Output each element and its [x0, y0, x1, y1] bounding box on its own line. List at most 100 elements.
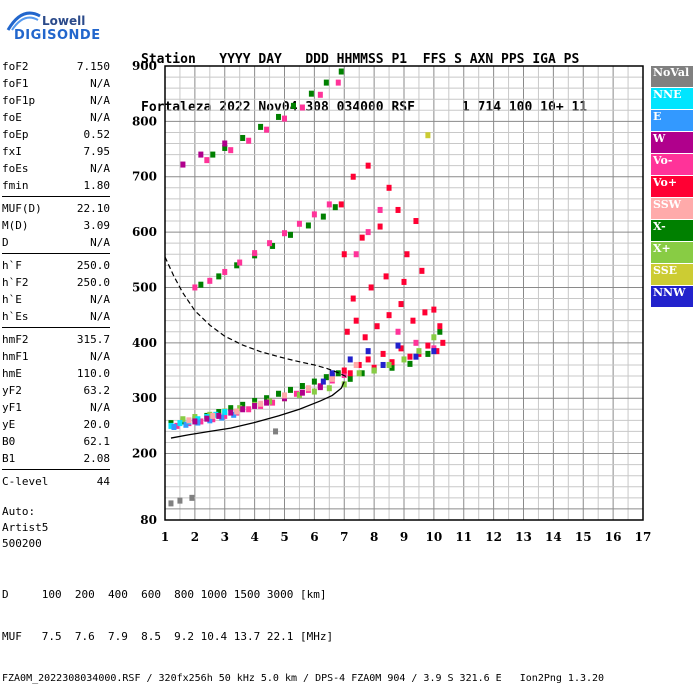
- data-point-vominus: [335, 79, 341, 86]
- param-value: N/A: [90, 310, 110, 323]
- data-point-xminus: [258, 123, 264, 130]
- data-point-nne: [222, 409, 228, 416]
- data-point-vominus: [353, 251, 359, 258]
- data-point-vominus: [341, 371, 347, 378]
- footer-file-info: FZA0M_2022308034000.RSF / 320fx256h 50 k…: [2, 673, 605, 684]
- param-row: hmF1 N/A: [2, 348, 110, 365]
- data-point-nnw: [413, 353, 419, 360]
- data-point-voplus: [425, 342, 431, 349]
- data-point-xminus: [437, 328, 443, 335]
- param-value: 315.7: [76, 333, 110, 346]
- y-tick-label: 800: [132, 114, 157, 128]
- data-point-xminus: [252, 397, 258, 404]
- param-value: 250.0: [76, 276, 110, 289]
- data-point-vominus: [204, 157, 210, 164]
- param-name: D: [2, 236, 9, 249]
- param-name: C-level: [2, 475, 49, 488]
- param-row: C-level 44: [2, 473, 110, 490]
- param-name: hmF1: [2, 350, 29, 363]
- data-point-vominus: [174, 422, 180, 429]
- x-tick-label: 1: [161, 530, 169, 544]
- x-tick-label: 13: [515, 530, 532, 544]
- x-tick-label: 17: [635, 530, 652, 544]
- data-point-nnw: [395, 342, 401, 349]
- param-separator: [2, 327, 110, 328]
- y-tick-label: 700: [132, 170, 157, 184]
- data-point-ssw: [258, 400, 264, 407]
- data-point-vominus: [377, 206, 383, 213]
- data-point-vominus: [296, 220, 302, 227]
- data-point-xminus: [264, 395, 270, 402]
- param-name: yE: [2, 418, 16, 431]
- legend-item-e: E: [651, 110, 693, 131]
- legend-item-voplus: Vo+: [651, 176, 693, 197]
- data-point-voplus: [338, 201, 344, 208]
- param-value: 2.08: [83, 452, 111, 465]
- data-point-xminus: [407, 360, 413, 367]
- data-point-voplus: [347, 370, 353, 377]
- auto-line3: 500200: [2, 537, 42, 550]
- legend-item-vominus: Vo-: [651, 154, 693, 175]
- data-point-vominus: [228, 147, 234, 154]
- logo-arc-icon: [6, 11, 41, 31]
- param-row: foF1p N/A: [2, 92, 110, 109]
- data-point-w: [228, 409, 234, 416]
- data-point-voplus: [401, 278, 407, 285]
- data-point-voplus: [359, 234, 365, 241]
- data-point-vominus: [222, 268, 228, 275]
- param-value: 1.80: [83, 179, 111, 192]
- data-point-nnw: [380, 361, 386, 368]
- data-point-voplus: [395, 206, 401, 213]
- data-point-xplus: [341, 381, 347, 388]
- param-name: yF2: [2, 384, 22, 397]
- param-value: 22.10: [76, 202, 110, 215]
- param-name: foEs: [2, 162, 29, 175]
- data-point-xminus: [323, 79, 329, 86]
- param-value: 7.95: [83, 145, 111, 158]
- data-point-ssw: [210, 412, 216, 419]
- data-point-voplus: [368, 284, 374, 291]
- param-value: N/A: [90, 401, 110, 414]
- data-point-xminus: [228, 405, 234, 412]
- data-point-xminus: [290, 102, 296, 109]
- data-point-ssw: [234, 408, 240, 415]
- data-point-xplus: [311, 388, 317, 395]
- param-name: h`F: [2, 259, 22, 272]
- data-point-voplus: [440, 339, 446, 346]
- data-point-e: [231, 411, 237, 418]
- auto-line1: Auto:: [2, 505, 36, 518]
- param-row: MUF(D) 22.10: [2, 200, 110, 217]
- data-point-w: [317, 384, 323, 391]
- x-tick-label: 12: [485, 530, 502, 544]
- data-point-xminus: [320, 213, 326, 220]
- param-separator: [2, 196, 110, 197]
- data-point-xminus: [240, 401, 246, 408]
- x-tick-label: 9: [400, 530, 408, 544]
- data-point-vominus: [311, 211, 317, 218]
- header-labels: Station YYYY DAY DDD HHMMSS P1 FFS S AXN…: [141, 52, 580, 67]
- data-point-noval: [273, 428, 279, 435]
- data-point-xminus: [308, 90, 314, 97]
- data-point-w: [180, 161, 186, 168]
- param-value: 62.1: [83, 435, 111, 448]
- data-point-vominus: [207, 277, 213, 284]
- param-row: M(D) 3.09: [2, 217, 110, 234]
- data-point-w: [222, 140, 228, 147]
- param-value: N/A: [90, 293, 110, 306]
- param-row: yE 20.0: [2, 416, 110, 433]
- footer-distance-row: D 100 200 400 600 800 1000 1500 3000 [km…: [2, 588, 327, 601]
- x-tick-label: 7: [340, 530, 348, 544]
- param-name: B0: [2, 435, 16, 448]
- x-tick-label: 10: [426, 530, 443, 544]
- data-point-xminus: [305, 222, 311, 229]
- data-point-voplus: [386, 184, 392, 191]
- data-point-voplus: [386, 312, 392, 319]
- data-point-vominus: [192, 284, 198, 291]
- data-point-xplus: [207, 411, 213, 418]
- data-point-ssw: [329, 375, 335, 382]
- x-tick-label: 15: [575, 530, 592, 544]
- data-point-ssw: [305, 385, 311, 392]
- param-value: N/A: [90, 77, 110, 90]
- data-point-xminus: [347, 375, 353, 382]
- data-point-voplus: [374, 323, 380, 330]
